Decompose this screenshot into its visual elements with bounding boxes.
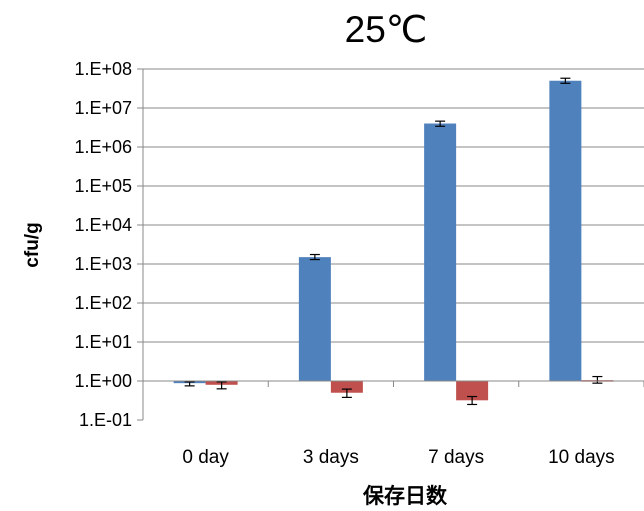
x-axis-label: 保存日数	[362, 484, 448, 508]
y-tick-label: 1.E+08	[74, 59, 132, 79]
x-tick-label: 3 days	[303, 447, 359, 468]
x-tick-labels: 0 day 3 days 7 days 10 days	[182, 447, 614, 468]
y-tick-label: 1.E+04	[74, 215, 132, 235]
bar	[424, 123, 457, 382]
y-tick-labels: 1.E-01 1.E+00 1.E+01 1.E+02 1.E+03 1.E+04 1.E+…	[74, 59, 132, 430]
x-tick-label: 10 days	[548, 447, 615, 468]
chart-title: 25℃	[345, 9, 428, 50]
y-tick-label: 1.E+05	[74, 176, 132, 196]
bar	[549, 80, 582, 381]
x-tick-label: 7 days	[428, 447, 484, 468]
bar	[456, 381, 489, 401]
y-tick-label: 1.E+07	[74, 98, 132, 118]
y-tick-label: 1.E+03	[74, 254, 132, 274]
y-tick-label: 1.E+01	[74, 332, 132, 352]
y-tick-label: 1.E+00	[74, 371, 132, 391]
y-tick-label: 1.E-01	[79, 410, 132, 430]
y-axis-label: cfu/g	[22, 222, 43, 267]
bar	[298, 257, 331, 381]
x-tick-label: 0 day	[182, 447, 229, 468]
bar	[330, 381, 363, 393]
error-bars	[184, 77, 603, 406]
bars	[173, 80, 614, 401]
axes	[142, 69, 644, 420]
y-tick-label: 1.E+06	[74, 137, 132, 157]
y-tick-label: 1.E+02	[74, 293, 132, 313]
